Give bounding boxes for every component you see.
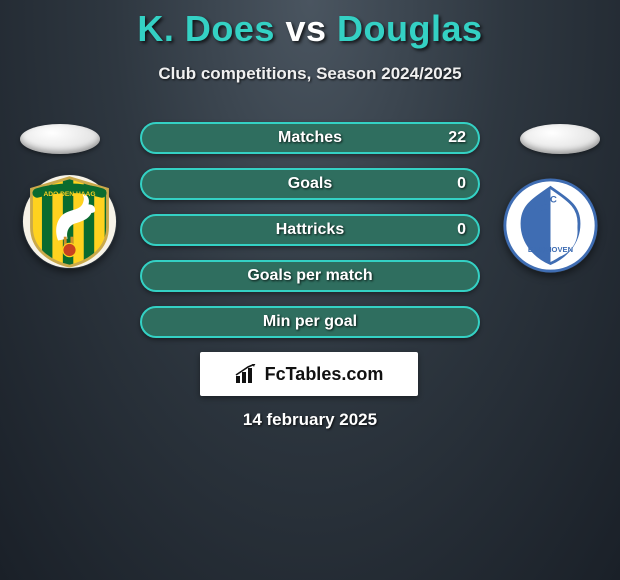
stat-row-min-per-goal: Min per goal — [140, 306, 480, 338]
player2-avatar — [520, 124, 600, 154]
date-text: 14 february 2025 — [0, 410, 620, 430]
svg-text:EINDHOVEN: EINDHOVEN — [528, 245, 573, 254]
fc-eindhoven-badge-icon: FC EINDHOVEN — [503, 178, 598, 273]
branding-text: FcTables.com — [265, 364, 384, 385]
stat-label: Min per goal — [142, 308, 478, 336]
ado-den-haag-badge-icon: ADO DEN HAAG — [22, 174, 117, 269]
stat-right-value: 0 — [457, 170, 466, 198]
stat-label: Goals per match — [142, 262, 478, 290]
player1-name: K. Does — [137, 8, 275, 49]
svg-text:FC: FC — [544, 195, 557, 206]
stat-row-goals-per-match: Goals per match — [140, 260, 480, 292]
stat-right-value: 22 — [448, 124, 466, 152]
player1-avatar — [20, 124, 100, 154]
stat-label: Matches — [142, 124, 478, 152]
player1-club-badge: ADO DEN HAAG — [22, 174, 117, 269]
stat-row-goals: Goals 0 — [140, 168, 480, 200]
svg-text:ADO DEN HAAG: ADO DEN HAAG — [43, 191, 95, 198]
player2-name: Douglas — [337, 8, 483, 49]
stat-row-hattricks: Hattricks 0 — [140, 214, 480, 246]
comparison-title: K. Does vs Douglas — [0, 0, 620, 50]
stat-row-matches: Matches 22 — [140, 122, 480, 154]
stats-panel: Matches 22 Goals 0 Hattricks 0 Goals per… — [140, 122, 480, 352]
bar-chart-icon — [235, 364, 259, 384]
stat-label: Goals — [142, 170, 478, 198]
branding-badge: FcTables.com — [200, 352, 418, 396]
vs-text: vs — [285, 8, 326, 49]
stat-label: Hattricks — [142, 216, 478, 244]
subtitle: Club competitions, Season 2024/2025 — [0, 64, 620, 84]
stat-right-value: 0 — [457, 216, 466, 244]
player2-club-badge: FC EINDHOVEN — [503, 178, 598, 273]
